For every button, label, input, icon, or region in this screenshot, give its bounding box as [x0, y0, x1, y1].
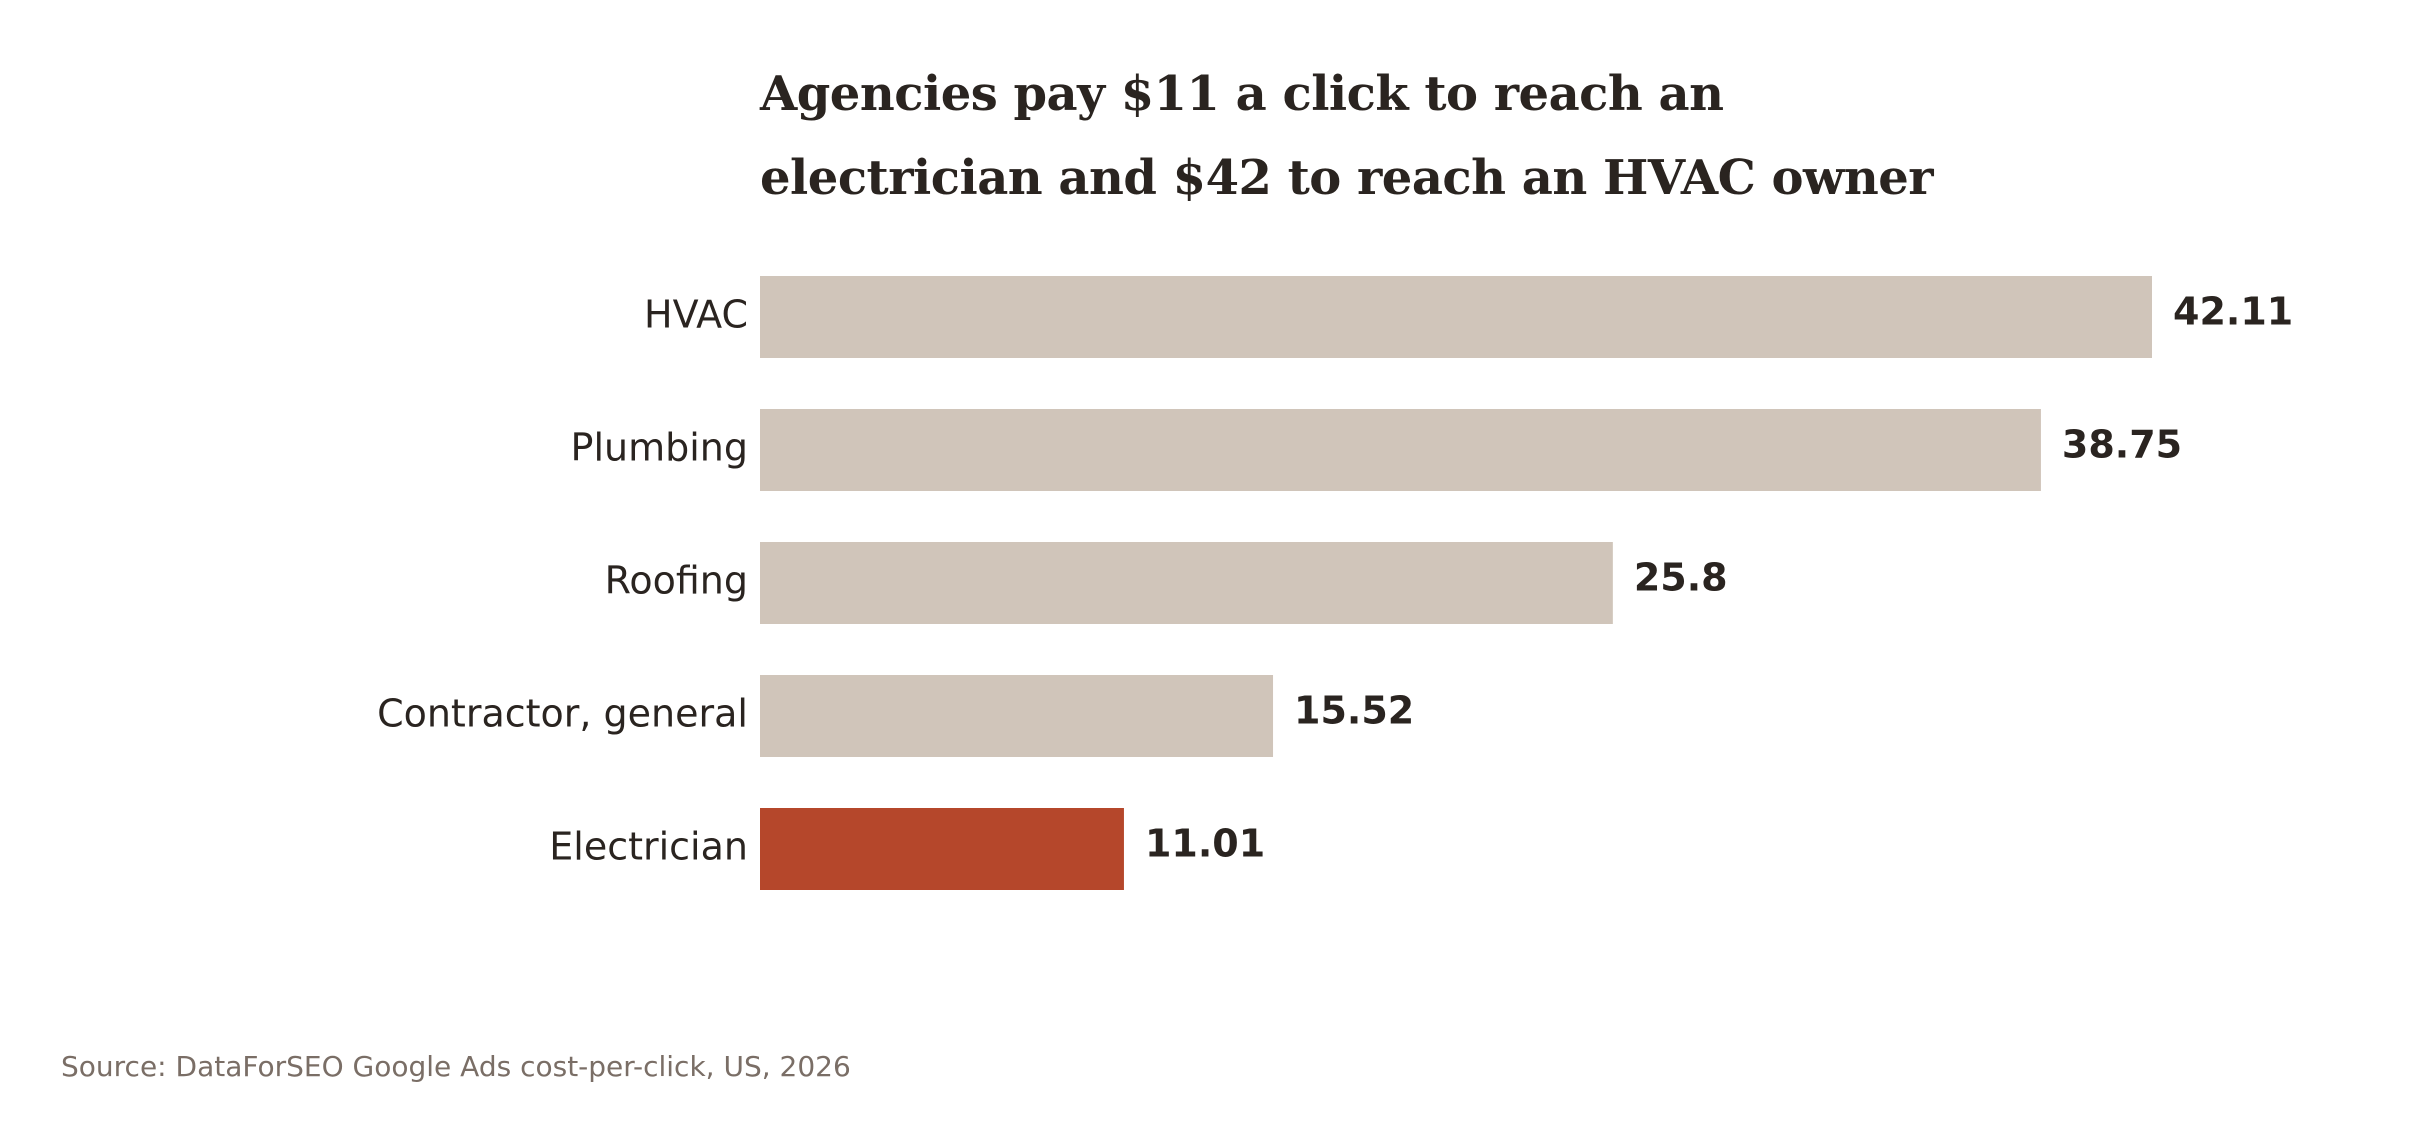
data-label: 15.52	[1294, 689, 1414, 733]
y-tick-label: Roofing	[605, 559, 748, 603]
data-label: 25.8	[1634, 556, 1728, 600]
bar	[760, 276, 2152, 358]
chart-title: Agencies pay $11 a click to reach an ele…	[760, 66, 1934, 206]
data-label: 42.11	[2173, 290, 2293, 334]
y-tick-label: HVAC	[644, 293, 748, 337]
bar	[760, 409, 2041, 491]
bar	[760, 542, 1613, 624]
bar	[760, 675, 1274, 757]
source-note: Source: DataForSEO Google Ads cost-per-c…	[61, 1050, 851, 1083]
y-tick-label: Contractor, general	[377, 692, 748, 736]
data-label: 11.01	[1145, 822, 1265, 866]
data-label: 38.75	[2062, 423, 2182, 467]
y-tick-label: Plumbing	[571, 426, 748, 470]
bar	[760, 808, 1124, 890]
y-tick-label: Electrician	[549, 825, 748, 869]
